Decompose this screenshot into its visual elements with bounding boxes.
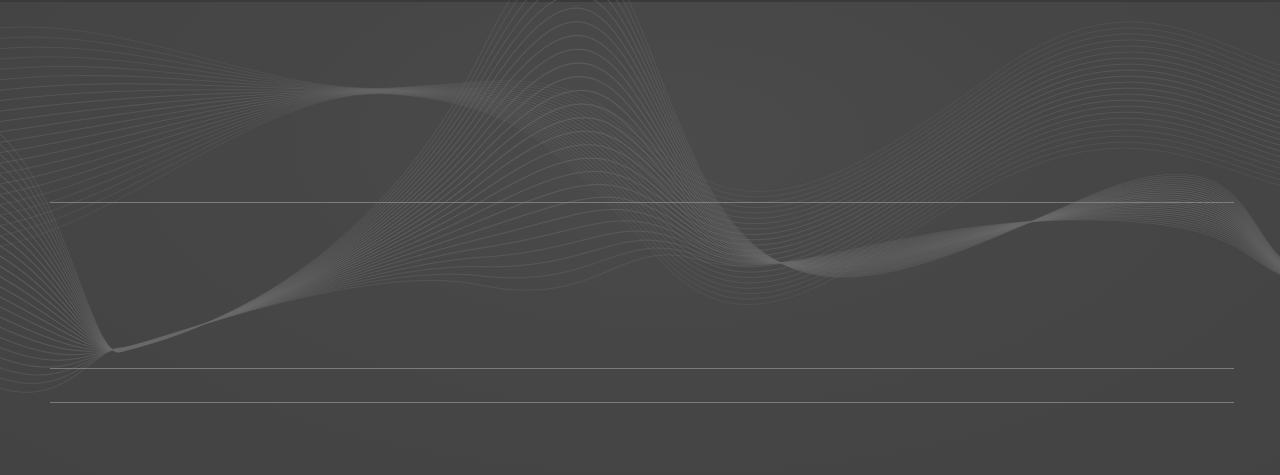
wave-line bbox=[0, 91, 1280, 278]
wave-line bbox=[0, 51, 1280, 219]
wave-line bbox=[0, 81, 1280, 246]
wave-line bbox=[0, 93, 1280, 305]
wave-line bbox=[0, 39, 1280, 209]
wave-line bbox=[0, 219, 1280, 393]
divider-line-middle bbox=[50, 368, 1234, 369]
wave-line bbox=[0, 92, 1280, 289]
wave-line bbox=[0, 21, 1280, 192]
wave-line bbox=[0, 27, 1280, 198]
wave-line bbox=[0, 216, 1280, 368]
wave-line bbox=[0, 91, 1280, 268]
wave-line bbox=[0, 87, 1280, 252]
wave-line bbox=[0, 69, 1280, 235]
wave-line bbox=[0, 92, 1280, 295]
wave-line bbox=[0, 91, 1280, 262]
wave-line bbox=[0, 90, 1280, 257]
wave-line bbox=[0, 63, 1280, 230]
wave-line bbox=[0, 21, 1280, 352]
wave-line bbox=[0, 92, 1280, 300]
wave-line bbox=[0, 0, 1280, 353]
wave-line bbox=[0, 57, 1280, 225]
wave-line bbox=[0, 91, 1280, 273]
wave-line bbox=[0, 103, 1280, 351]
wave-line bbox=[0, 217, 1280, 376]
wave-line bbox=[0, 33, 1280, 203]
top-edge bbox=[0, 0, 1280, 2]
divider-line-top bbox=[50, 202, 1234, 203]
wave-line bbox=[0, 208, 1280, 356]
wave-line bbox=[0, 0, 1280, 353]
wave-line bbox=[0, 214, 1280, 361]
wave-line bbox=[0, 75, 1280, 241]
wave-line bbox=[0, 45, 1280, 214]
divider-line-bottom bbox=[50, 402, 1234, 403]
wave-line bbox=[0, 92, 1280, 284]
wave-line bbox=[0, 218, 1280, 384]
wave-line bbox=[0, 157, 1280, 351]
